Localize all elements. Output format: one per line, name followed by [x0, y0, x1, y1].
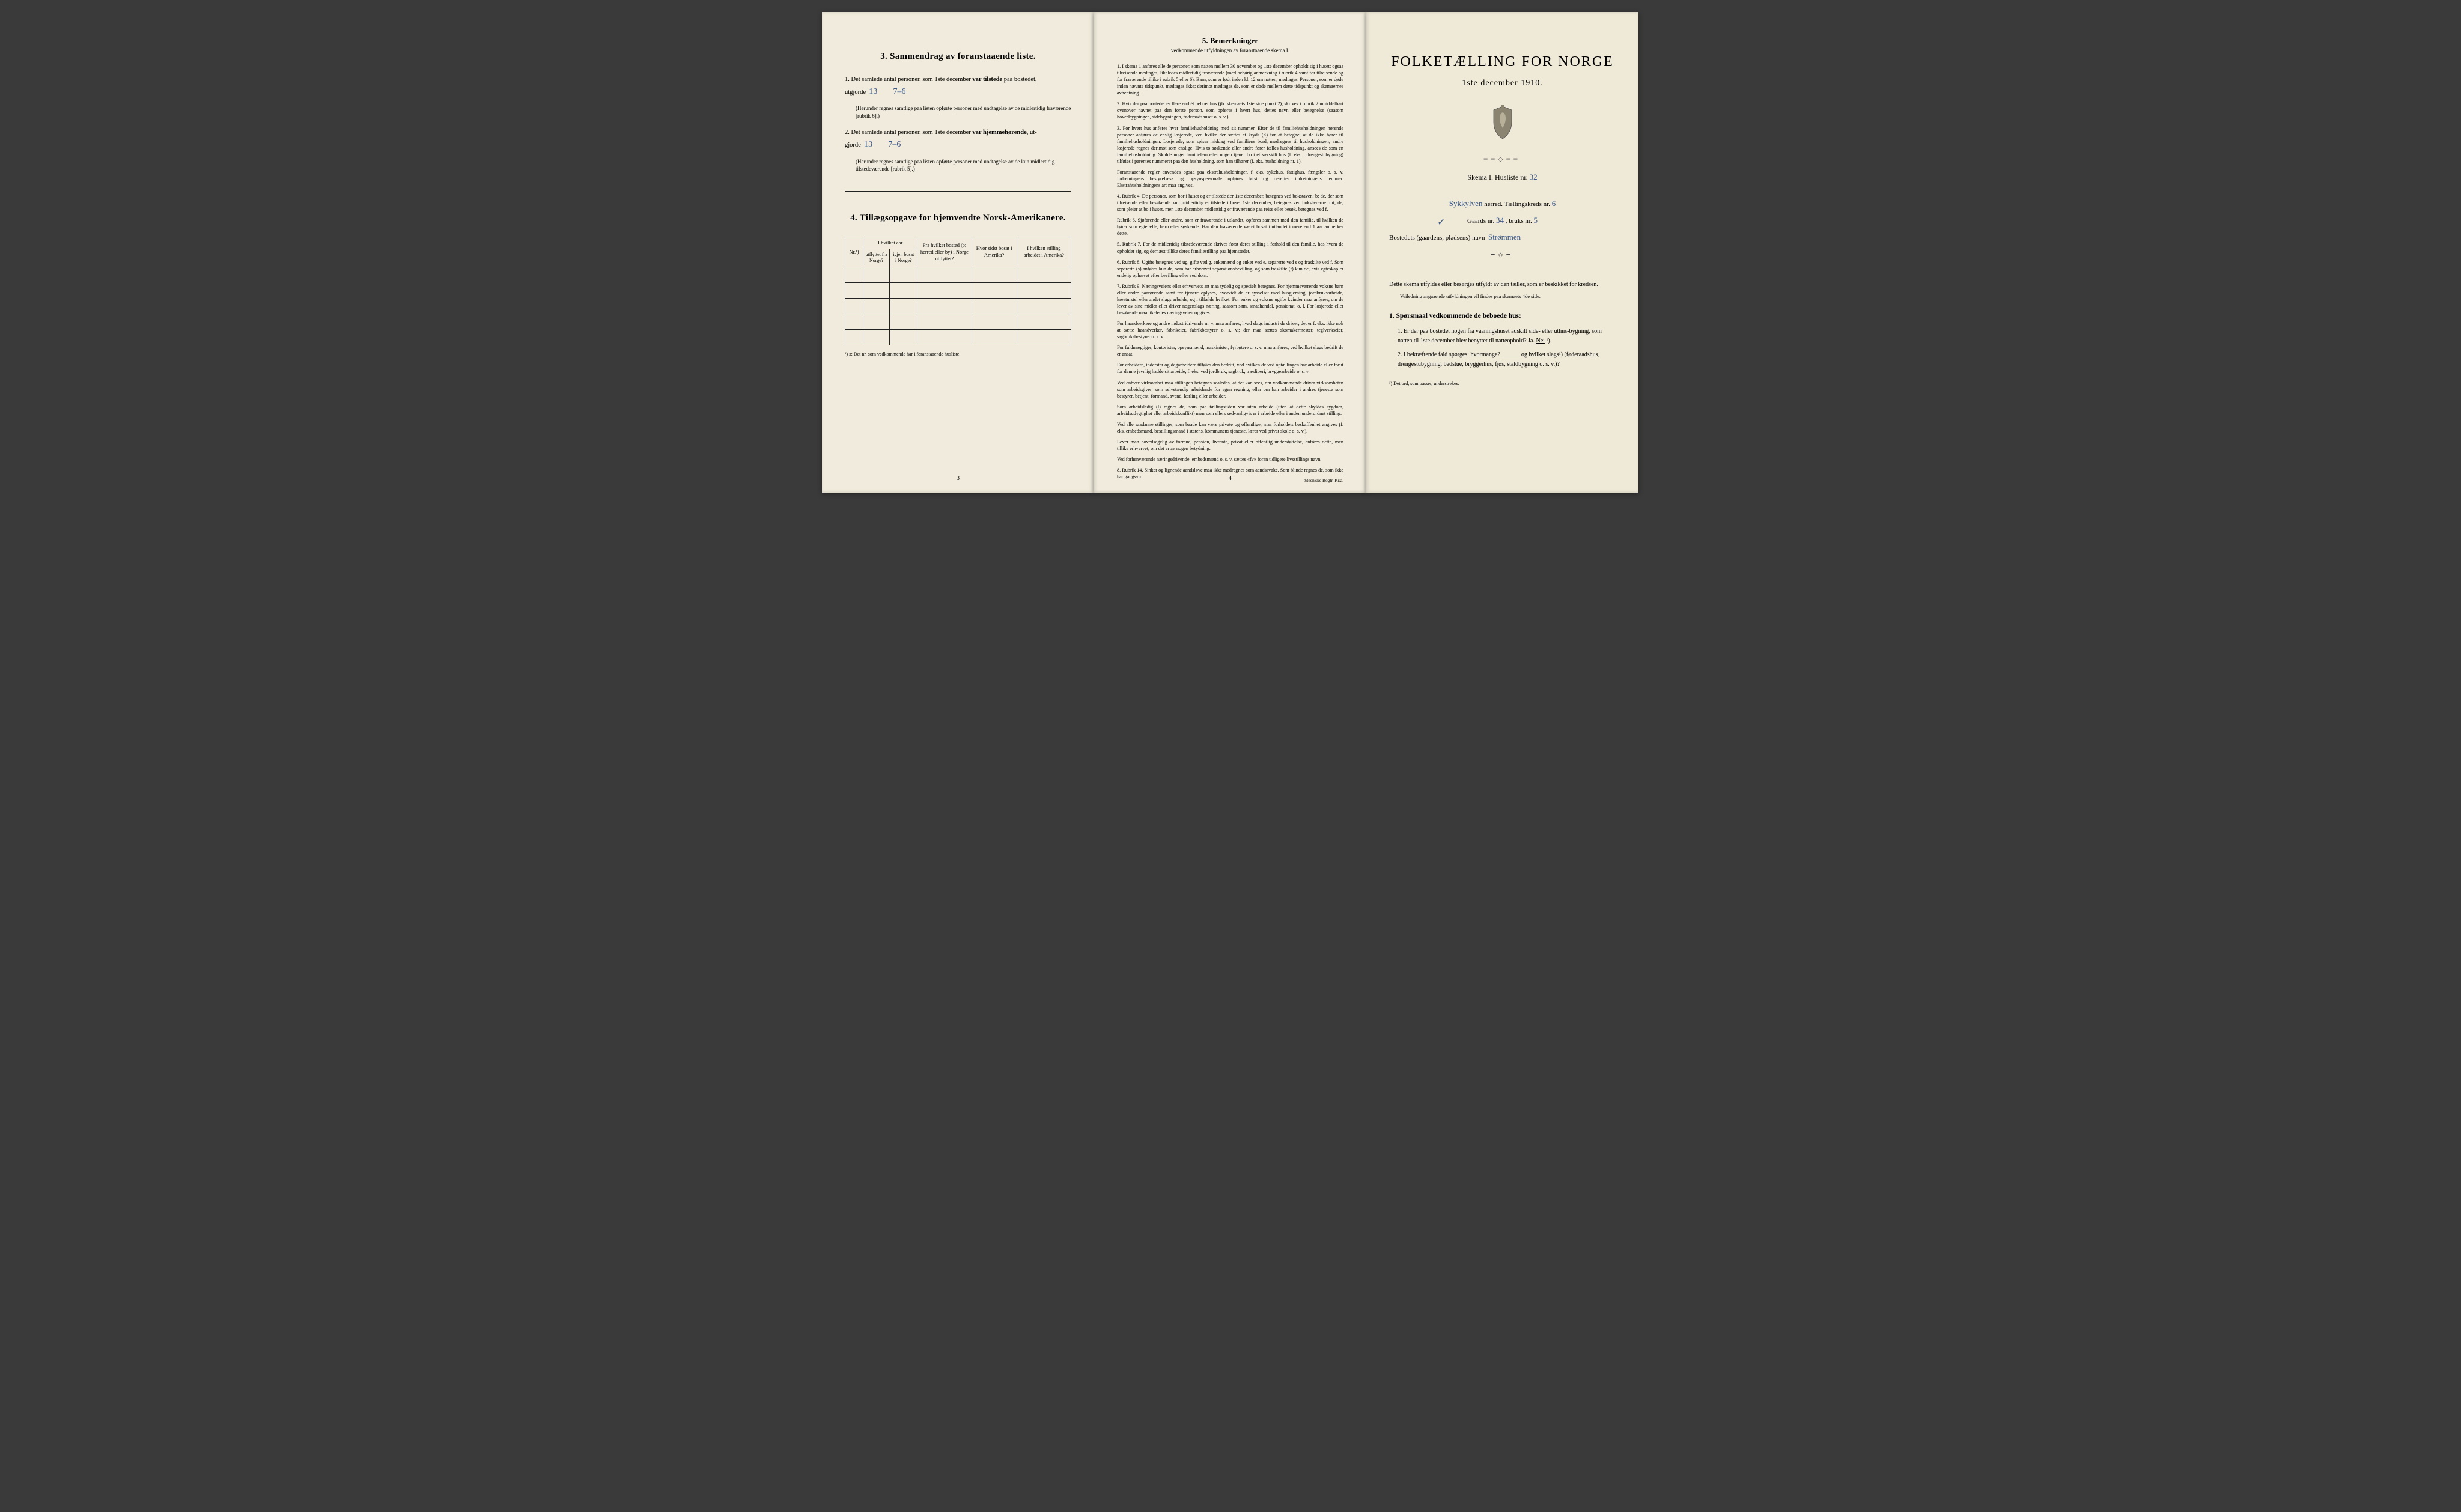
filler-note: Dette skema utfyldes eller besørges utfy… [1389, 280, 1616, 290]
kreds-nr: 6 [1552, 199, 1556, 208]
remark-item: Ved forhenværende næringsdrivende, embed… [1117, 456, 1343, 463]
remark-item: For fuldmægtiger, kontorister, opsynsmæn… [1117, 344, 1343, 357]
panel-left: 3. Sammendrag av foranstaaende liste. 1.… [822, 12, 1094, 493]
gaards-label: Gaards nr. [1467, 217, 1494, 225]
ornament-2: ━◇━ [1389, 252, 1616, 258]
bosted-name: Strømmen [1488, 232, 1521, 241]
entry2-fine: (Herunder regnes samtlige paa listen opf… [856, 158, 1071, 173]
remark-item: Ved alle saadanne stillinger, som baade … [1117, 421, 1343, 434]
remark-item: Som arbeidsledig (l) regnes de, som paa … [1117, 404, 1343, 417]
herred-name: Sykkylven [1449, 199, 1483, 208]
remark-item: 4. Rubrik 4. De personer, som bor i huse… [1117, 193, 1343, 213]
table-row [845, 298, 1071, 314]
bruks-nr: 5 [1533, 216, 1538, 225]
bosted-label: Bostedets (gaardens, pladsens) navn [1389, 234, 1485, 241]
question-2: 2. I bekræftende fald spørges: hvormange… [1398, 350, 1616, 369]
remark-item: 6. Rubrik 8. Ugifte betegnes ved ug, gif… [1117, 259, 1343, 279]
footnote-p3: ¹) Det ord, som passer, understrekes. [1389, 381, 1616, 386]
panel-center: 5. Bemerkninger vedkommende utfyldningen… [1094, 12, 1366, 493]
entry2-hand-b: 7–6 [888, 140, 901, 149]
q2-text: 2. I bekræftende fald spørges: hvormange… [1398, 351, 1599, 368]
question-1: 1. Er der paa bostedet nogen fra vaaning… [1398, 327, 1616, 345]
remark-item: For haandverkere og andre industridriven… [1117, 320, 1343, 340]
entry-2: 2. Det samlede antal personer, som 1ste … [845, 128, 1071, 151]
th-stilling: I hvilken stilling arbeidet i Amerika? [1017, 237, 1071, 267]
gaard-line: Gaards nr. 34 , bruks nr. 5 [1389, 216, 1616, 225]
publisher: Steen'ske Bogtr. Kr.a. [1304, 478, 1343, 483]
skema-label: Skema I. Husliste nr. [1467, 173, 1527, 181]
table-row [845, 267, 1071, 282]
ornament: ━━◇━━ [1389, 156, 1616, 163]
entry1-hand-b: 7–6 [893, 87, 906, 96]
q1-text: 1. Er der paa bostedet nogen fra vaaning… [1398, 328, 1602, 344]
remark-item: 3. For hvert hus anføres hver familiehus… [1117, 125, 1343, 165]
herred-line: Sykkylven herred. Tællingskreds nr. 6 [1389, 199, 1616, 208]
entry2-tail: , ut- [1027, 129, 1037, 136]
herred-label: herred. Tællingskreds nr. [1484, 201, 1550, 208]
section4-title: 4. Tillægsopgave for hjemvendte Norsk-Am… [845, 213, 1071, 223]
th-bosted: Fra hvilket bosted (ɔ: herred eller by) … [917, 237, 972, 267]
footnote-1: ¹) ɔ: Det nr. som vedkommende har i fora… [845, 351, 1071, 357]
remark-item: 7. Rubrik 9. Næringsveiens eller erhverv… [1117, 283, 1343, 316]
th-utflyttet: utflyttet fra Norge? [863, 249, 890, 267]
table-row [845, 282, 1071, 298]
bosted-line: Bostedets (gaardens, pladsens) navn Strø… [1389, 232, 1616, 242]
crest-icon [1489, 105, 1516, 140]
gaards-nr: 34 [1496, 216, 1504, 225]
th-nr: Nr.¹) [845, 237, 863, 267]
remark-item: Rubrik 6. Sjøfarende eller andre, som er… [1117, 217, 1343, 237]
section5-title: 5. Bemerkninger [1117, 36, 1343, 46]
entry2-bold: var hjemmehørende [972, 129, 1026, 136]
panel-right: FOLKETÆLLING FOR NORGE 1ste december 191… [1366, 12, 1638, 493]
guidance-note: Veiledning angaaende utfyldningen vil fi… [1400, 293, 1616, 299]
entry1-hand-a: 13 [869, 87, 877, 96]
coat-of-arms [1389, 105, 1616, 143]
entry1-lead: 1. Det samlede antal personer, som 1ste … [845, 76, 971, 83]
remark-item: Ved enhver virksomhet maa stillingen bet… [1117, 380, 1343, 399]
trifold-document: 3. Sammendrag av foranstaaende liste. 1.… [822, 12, 1639, 493]
entry2-line2: gjorde [845, 142, 861, 148]
remarks-list: 1. I skema 1 anføres alle de personer, s… [1117, 63, 1343, 480]
remark-item: 2. Hvis der paa bostedet er flere end ét… [1117, 100, 1343, 120]
husliste-nr: 32 [1530, 172, 1538, 181]
remark-item: Foranstaaende regler anvendes ogsaa paa … [1117, 169, 1343, 189]
entry1-line2: utgjorde [845, 89, 866, 96]
divider [845, 191, 1071, 192]
section3-title: 3. Sammendrag av foranstaaende liste. [845, 52, 1071, 62]
table-row [845, 314, 1071, 329]
th-amerika: Hvor sidst bosat i Amerika? [972, 237, 1017, 267]
remark-item: 1. I skema 1 anføres alle de personer, s… [1117, 63, 1343, 96]
section5-subtitle: vedkommende utfyldningen av foranstaaend… [1117, 47, 1343, 53]
entry1-fine: (Herunder regnes samtlige paa listen opf… [856, 105, 1071, 120]
skema-line: Skema I. Husliste nr. 32 [1389, 172, 1616, 182]
checkmark-icon: ✓ [1437, 216, 1445, 228]
main-title: FOLKETÆLLING FOR NORGE [1389, 54, 1616, 70]
bruks-label: , bruks nr. [1506, 217, 1532, 225]
entry2-hand-a: 13 [864, 140, 872, 149]
th-aar: I hvilket aar [863, 237, 917, 249]
norsk-amerikanere-table: Nr.¹) I hvilket aar Fra hvilket bosted (… [845, 237, 1071, 345]
census-date: 1ste december 1910. [1389, 79, 1616, 88]
entry-1: 1. Det samlede antal personer, som 1ste … [845, 75, 1071, 99]
remark-item: For arbeidere, inderster og dagarbeidere… [1117, 362, 1343, 375]
th-igjen: igjen bosat i Norge? [890, 249, 917, 267]
entry1-tail: paa bostedet, [1004, 76, 1037, 83]
question-header: 1. Spørsmaal vedkommende de beboede hus: [1389, 312, 1616, 320]
page-number-4: 4 [1229, 475, 1232, 482]
remark-item: Lever man hovedsagelig av formue, pensio… [1117, 439, 1343, 452]
entry2-lead: 2. Det samlede antal personer, som 1ste … [845, 129, 971, 136]
entry1-bold: var tilstede [972, 76, 1002, 83]
table-row [845, 329, 1071, 345]
remark-item: 5. Rubrik 7. For de midlertidig tilstede… [1117, 241, 1343, 254]
page-number-3: 3 [957, 475, 960, 482]
